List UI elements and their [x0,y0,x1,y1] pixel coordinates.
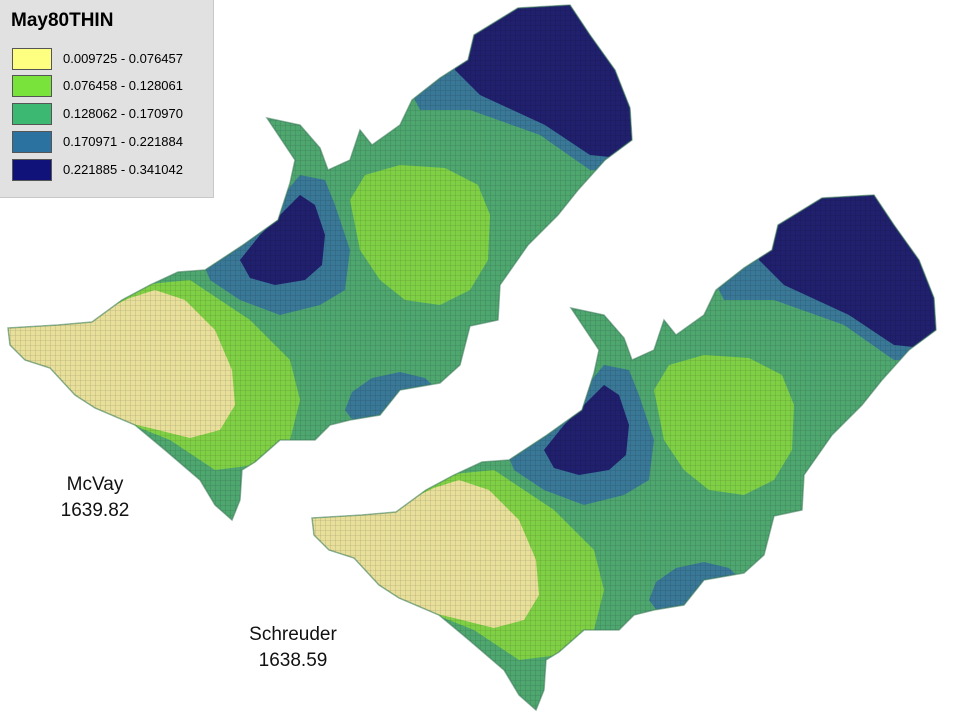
legend-swatch-2 [12,75,52,97]
legend-swatch-3 [12,103,52,125]
map-label-schreuder-value: 1638.59 [258,650,328,671]
map-legend: May80THIN 0.009725 - 0.076457 0.076458 -… [0,0,214,198]
legend-swatch-4 [12,131,52,153]
map-label-mcvay-value: 1639.82 [60,500,130,521]
legend-range-2: 0.076458 - 0.128061 [63,78,183,93]
map-label-schreuder: Schreuder 1638.59 [228,622,358,674]
legend-range-5: 0.221885 - 0.341042 [63,162,183,177]
legend-swatch-1 [12,48,52,70]
legend-range-4: 0.170971 - 0.221884 [63,134,183,149]
legend-range-1: 0.009725 - 0.076457 [63,51,183,66]
map-label-mcvay-name: McVay [66,474,124,495]
legend-range-3: 0.128062 - 0.170970 [63,106,183,121]
legend-title: May80THIN [11,10,114,31]
legend-swatch-5 [12,159,52,181]
map-label-schreuder-name: Schreuder [249,624,337,645]
map-label-mcvay: McVay 1639.82 [40,472,150,524]
